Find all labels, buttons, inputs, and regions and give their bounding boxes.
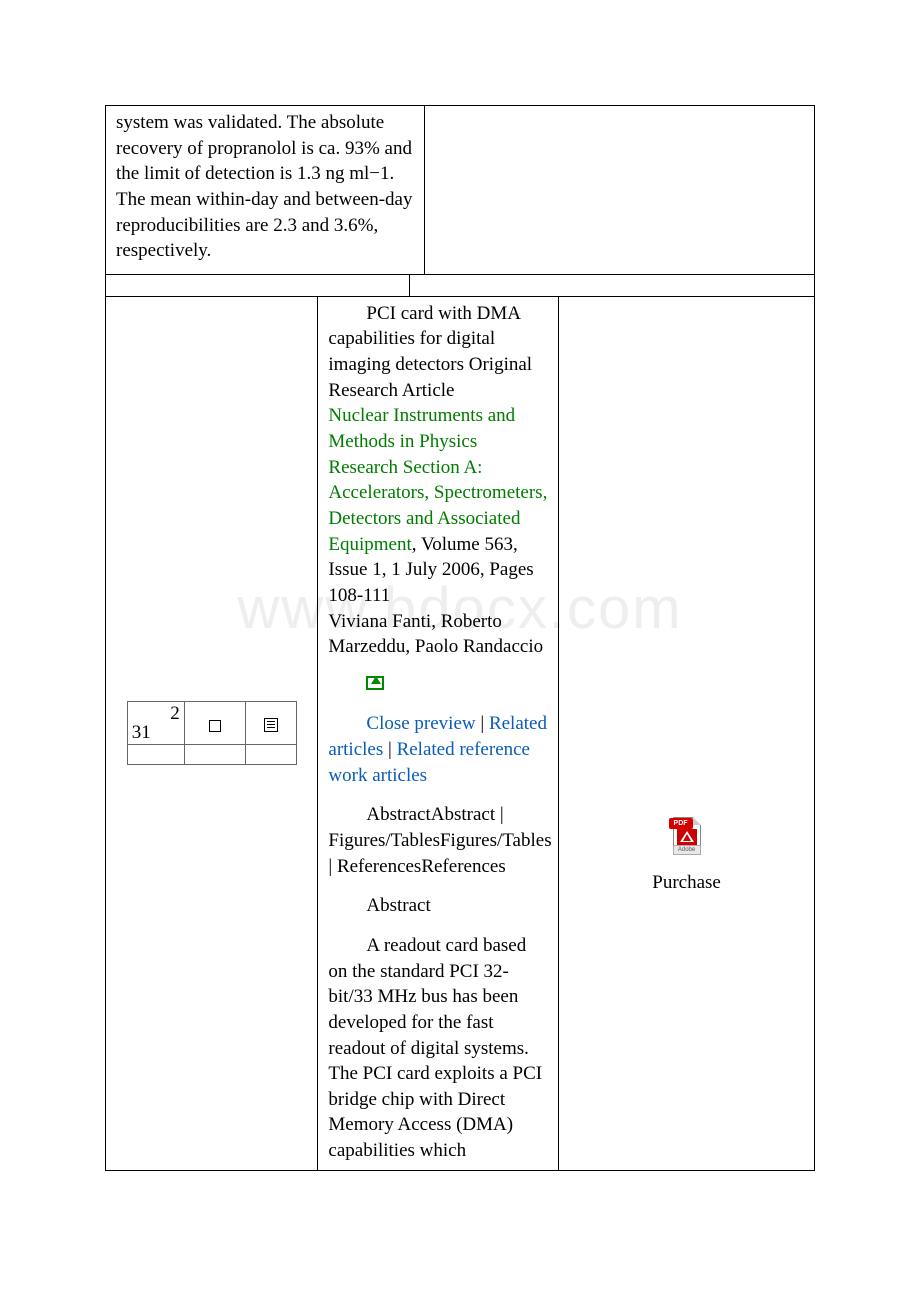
abstract-text: system was validated. The absolute recov… — [116, 112, 413, 261]
abstract-heading: Abstract — [328, 893, 548, 919]
abstract-cell: system was validated. The absolute recov… — [106, 106, 425, 275]
article-details-cell: PCI card with DMA capabilities for digit… — [318, 297, 559, 1170]
empty-cell — [425, 106, 814, 275]
pdf-icon[interactable]: PDF Adobe — [669, 817, 705, 857]
empty-cell — [106, 275, 410, 297]
expand-icon[interactable] — [366, 676, 384, 690]
purchase-cell: PDF Adobe Purchase — [559, 297, 814, 1170]
separator: | — [476, 713, 489, 734]
index-cell: 2 31 — [106, 297, 318, 1170]
table-row: 2 31 — [106, 297, 814, 1170]
index-number-bottom: 31 — [132, 723, 180, 742]
pdf-label: PDF — [669, 818, 693, 829]
checkbox-icon[interactable] — [209, 720, 221, 732]
table-row: system was validated. The absolute recov… — [106, 106, 814, 275]
adobe-label: Adobe — [673, 845, 701, 855]
tabs-text: AbstractAbstract | Figures/TablesFigures… — [328, 802, 548, 879]
abstract-body: A readout card based on the standard PCI… — [328, 933, 548, 1164]
list-icon[interactable] — [264, 718, 278, 732]
empty-cell — [245, 745, 296, 765]
separator: | — [383, 739, 396, 760]
close-preview-link[interactable]: Close preview — [366, 713, 475, 734]
empty-cell — [410, 275, 814, 297]
purchase-link[interactable]: Purchase — [559, 870, 814, 896]
empty-cell — [127, 745, 184, 765]
empty-cell — [184, 745, 245, 765]
main-table: system was validated. The absolute recov… — [105, 105, 815, 1171]
table-row — [106, 275, 814, 297]
index-number-top: 2 — [132, 704, 180, 723]
journal-name: Nuclear Instruments and Methods in Physi… — [328, 405, 547, 554]
authors-text: Viviana Fanti, Roberto Marzeddu, Paolo R… — [328, 609, 548, 660]
inner-index-table: 2 31 — [127, 701, 297, 765]
